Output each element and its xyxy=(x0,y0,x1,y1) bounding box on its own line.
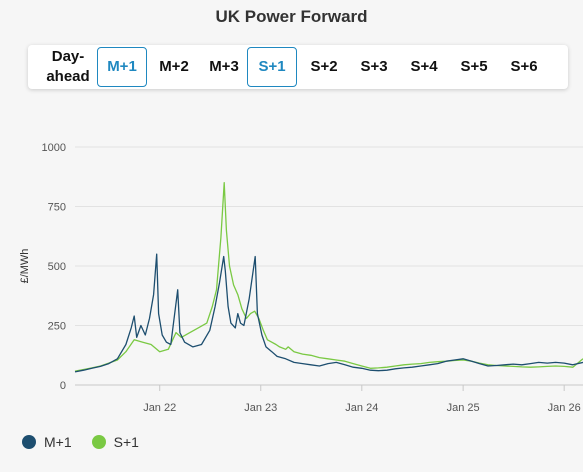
chart-legend: M+1 S+1 xyxy=(22,434,139,450)
page-title: UK Power Forward xyxy=(215,7,368,26)
tab-m1[interactable]: M+1 xyxy=(97,47,147,87)
chart-grid xyxy=(75,146,583,386)
legend-s1-marker xyxy=(91,435,106,449)
legend-s1-label: S+1 xyxy=(113,434,139,450)
tab-m2[interactable]: M+2 xyxy=(159,58,189,75)
y-tick-label: 1000 xyxy=(42,142,66,154)
tab-day-ahead-label-line2: ahead xyxy=(46,68,90,85)
contract-tabbar: Day- ahead M+1 M+2 M+3 S+1 S+2 S+3 S+4 S… xyxy=(28,45,568,89)
legend-item-s1[interactable]: S+1 xyxy=(91,434,139,450)
tab-s5[interactable]: S+5 xyxy=(460,58,488,75)
tab-s6[interactable]: S+6 xyxy=(510,58,538,75)
x-tick-label: Jan 26 xyxy=(548,402,581,414)
y-tick-label: 0 xyxy=(60,380,66,392)
tab-s2[interactable]: S+2 xyxy=(310,58,338,75)
tab-day-ahead-label-line1: Day- xyxy=(51,48,85,65)
y-tick-label: 750 xyxy=(48,202,66,214)
tab-s4[interactable]: S+4 xyxy=(410,58,438,75)
legend-item-m1[interactable]: M+1 xyxy=(22,434,72,450)
x-axis: Jan 22 Jan 23 Jan 24 Jan 25 Jan 26 xyxy=(143,385,581,414)
y-tick-label: 500 xyxy=(48,261,66,273)
x-tick-label: Jan 25 xyxy=(447,402,480,414)
tab-m3[interactable]: M+3 xyxy=(209,58,239,75)
legend-m1-label: M+1 xyxy=(44,434,72,450)
tab-s3[interactable]: S+3 xyxy=(360,58,388,75)
chart-series xyxy=(74,182,583,373)
y-tick-label: 250 xyxy=(48,321,66,333)
tab-day-ahead[interactable]: Day- ahead xyxy=(36,47,100,87)
series-line-s1 xyxy=(74,182,583,372)
y-axis: 0 250 500 750 1000 xyxy=(42,142,66,392)
tab-s1[interactable]: S+1 xyxy=(247,47,297,87)
series-line-m1 xyxy=(74,253,583,373)
x-tick-label: Jan 23 xyxy=(244,402,277,414)
x-tick-label: Jan 22 xyxy=(143,402,176,414)
y-axis-label: £/MWh xyxy=(19,249,31,284)
x-tick-label: Jan 24 xyxy=(345,402,378,414)
legend-m1-marker xyxy=(22,435,36,449)
